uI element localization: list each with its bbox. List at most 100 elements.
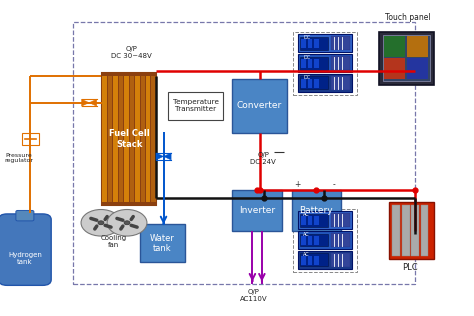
Bar <box>298 251 352 269</box>
FancyArrowPatch shape <box>131 216 133 220</box>
Bar <box>102 73 156 205</box>
Bar <box>308 59 312 68</box>
Bar <box>331 56 350 70</box>
Bar <box>140 224 185 262</box>
Bar <box>152 76 156 202</box>
FancyBboxPatch shape <box>16 210 34 221</box>
Bar <box>301 236 306 245</box>
Bar <box>384 36 405 57</box>
Circle shape <box>107 210 147 236</box>
Bar <box>300 214 328 227</box>
Bar <box>392 205 400 256</box>
Bar <box>301 216 306 225</box>
Polygon shape <box>164 153 171 160</box>
Text: Touch panel: Touch panel <box>385 13 430 22</box>
FancyArrowPatch shape <box>105 225 111 227</box>
Bar <box>314 236 319 245</box>
Bar <box>411 205 419 256</box>
Text: +: + <box>294 180 301 189</box>
Text: Hydrogen
tank: Hydrogen tank <box>8 252 42 265</box>
FancyBboxPatch shape <box>0 214 51 285</box>
Bar <box>301 256 306 265</box>
Text: O/P
AC110V: O/P AC110V <box>240 289 267 302</box>
Bar <box>293 209 357 272</box>
Bar <box>298 74 352 92</box>
Text: O/P
DC 30~48V: O/P DC 30~48V <box>111 46 152 59</box>
Bar <box>298 54 352 72</box>
Bar <box>389 202 434 259</box>
Bar <box>383 35 430 81</box>
Bar <box>300 76 328 89</box>
Bar <box>124 76 128 202</box>
Bar <box>308 256 312 265</box>
Bar <box>301 59 306 68</box>
Text: Water
tank: Water tank <box>150 234 175 253</box>
Bar <box>118 76 123 202</box>
Bar <box>308 79 312 88</box>
Text: PLC: PLC <box>402 263 418 271</box>
Text: Temperature
Transmitter: Temperature Transmitter <box>173 99 219 112</box>
Circle shape <box>98 221 104 225</box>
Text: DC: DC <box>303 75 310 80</box>
Bar <box>292 190 341 231</box>
Bar <box>407 36 428 57</box>
Bar <box>300 57 328 70</box>
Text: Battery: Battery <box>300 206 333 215</box>
Bar <box>146 76 151 202</box>
Bar <box>314 79 319 88</box>
Bar <box>73 22 415 284</box>
Bar <box>298 34 352 52</box>
Bar <box>102 76 107 202</box>
Bar <box>314 256 319 265</box>
Bar <box>331 233 350 247</box>
Bar <box>108 76 112 202</box>
Polygon shape <box>82 99 89 106</box>
Bar <box>407 58 428 79</box>
FancyArrowPatch shape <box>95 226 97 229</box>
Bar <box>300 234 328 246</box>
Bar <box>421 205 428 256</box>
Bar <box>308 236 312 245</box>
Text: O/P
DC 24V: O/P DC 24V <box>250 151 276 165</box>
Text: DC: DC <box>303 35 310 40</box>
Bar <box>140 76 145 202</box>
Bar <box>293 32 357 95</box>
FancyArrowPatch shape <box>91 218 97 220</box>
Polygon shape <box>156 153 164 160</box>
Bar <box>113 76 118 202</box>
Bar <box>301 79 306 88</box>
Bar <box>298 231 352 249</box>
Text: Inverter: Inverter <box>239 206 275 215</box>
Bar <box>301 39 306 48</box>
Text: Converter: Converter <box>237 101 282 110</box>
Text: AC: AC <box>303 232 310 237</box>
FancyArrowPatch shape <box>105 216 107 220</box>
Text: DC: DC <box>303 55 310 60</box>
Bar <box>300 253 328 266</box>
FancyArrowPatch shape <box>131 225 137 227</box>
Bar <box>314 39 319 48</box>
Bar <box>314 59 319 68</box>
Bar <box>308 39 312 48</box>
Circle shape <box>81 210 121 236</box>
Text: AC: AC <box>303 252 310 257</box>
Text: Cooling
fan: Cooling fan <box>100 235 127 248</box>
FancyArrowPatch shape <box>117 218 123 220</box>
Bar <box>22 133 39 145</box>
Bar <box>232 79 287 133</box>
Bar <box>384 58 405 79</box>
Text: Pressure
regulator: Pressure regulator <box>4 153 34 163</box>
Bar <box>331 36 350 50</box>
Bar <box>129 76 134 202</box>
Bar <box>402 205 410 256</box>
Polygon shape <box>89 99 97 106</box>
Bar <box>308 216 312 225</box>
Bar <box>298 211 352 229</box>
Bar <box>168 92 223 120</box>
Circle shape <box>124 221 130 225</box>
Text: Fuel Cell
Stack: Fuel Cell Stack <box>109 129 149 149</box>
Bar <box>331 253 350 267</box>
Bar <box>331 76 350 90</box>
Bar <box>379 32 434 85</box>
FancyArrowPatch shape <box>121 226 123 229</box>
